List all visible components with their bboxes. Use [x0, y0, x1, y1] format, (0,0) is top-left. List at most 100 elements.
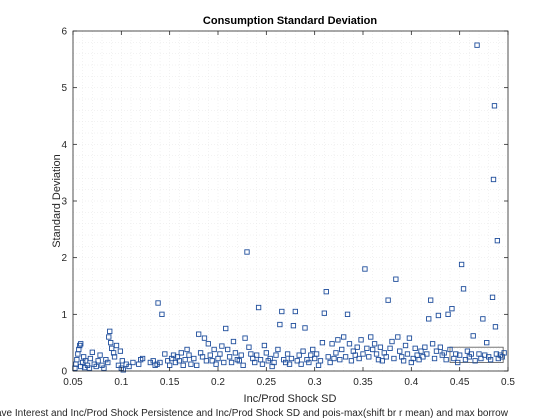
- scatter-point: [472, 358, 478, 364]
- scatter-point: [460, 286, 467, 292]
- scatter-point: [113, 342, 120, 349]
- scatter-point: [464, 348, 471, 354]
- x-tick-label: 0.1: [114, 377, 128, 388]
- scatter-point: [377, 344, 384, 350]
- data-points: [72, 42, 507, 373]
- scatter-point: [290, 323, 297, 329]
- x-tick-label: 0.15: [160, 377, 180, 388]
- scatter-point: [455, 359, 461, 366]
- scatter-point: [244, 249, 250, 255]
- scatter-point: [445, 311, 451, 317]
- scatter-point: [366, 354, 372, 360]
- scatter-point: [474, 42, 480, 48]
- x-tick-label: 0.4: [404, 377, 418, 388]
- scatter-point: [211, 346, 217, 353]
- scatter-point: [395, 334, 401, 340]
- scatter-point: [263, 350, 269, 356]
- scatter-point: [159, 311, 165, 317]
- scatter-point: [101, 365, 107, 371]
- scatter-point: [74, 357, 80, 363]
- scatter-point: [236, 358, 242, 364]
- scatter-point: [78, 341, 84, 347]
- scatter-point: [433, 348, 440, 354]
- scatter-point: [470, 333, 476, 339]
- scatter-point: [199, 354, 206, 360]
- scatter-point: [404, 351, 411, 357]
- scatter-point: [313, 351, 320, 357]
- y-tick-label: 4: [61, 140, 67, 151]
- scatter-point: [428, 297, 434, 303]
- scatter-point: [323, 289, 329, 295]
- scatter-point: [238, 352, 244, 358]
- scatter-point: [327, 359, 333, 366]
- scatter-point: [391, 355, 397, 362]
- scatter-point: [147, 359, 153, 366]
- chart-title: Consumption Standard Deviation: [203, 15, 377, 27]
- scatter-point: [319, 340, 326, 346]
- scatter-point: [424, 351, 430, 357]
- x-axis-label: Inc/Prod Shock SD: [244, 393, 337, 405]
- scatter-point: [360, 351, 366, 357]
- scatter-point: [139, 355, 146, 362]
- scatter-point: [389, 338, 395, 345]
- scatter-point: [310, 346, 316, 353]
- scatter-point: [437, 344, 443, 350]
- scatter-point: [178, 350, 184, 356]
- scatter-point: [480, 316, 486, 322]
- scatter-point: [492, 324, 499, 330]
- x-tick-label: 0.35: [353, 377, 373, 388]
- scatter-point: [331, 355, 337, 362]
- scatter-point: [97, 352, 103, 358]
- scatter-point: [358, 337, 364, 343]
- scatter-point: [93, 363, 99, 370]
- scatter-point: [356, 355, 362, 362]
- scatter-point: [261, 342, 268, 349]
- scatter-point: [325, 354, 331, 360]
- scatter-point: [77, 342, 83, 349]
- scatter-point: [226, 354, 233, 360]
- scatter-point: [443, 357, 449, 363]
- scatter-point: [203, 358, 210, 364]
- scatter-point: [457, 352, 463, 358]
- scatter-point: [242, 335, 248, 341]
- scatter-point: [230, 338, 237, 345]
- scatter-point: [352, 352, 358, 358]
- scatter-point: [491, 103, 498, 109]
- scatter-point: [490, 176, 497, 183]
- scatter-point: [184, 346, 190, 353]
- bottom-annotation: ave Interest and Inc/Prod Shock Persiste…: [0, 408, 509, 419]
- scatter-point: [354, 344, 360, 350]
- scatter-point: [387, 345, 393, 351]
- scatter-point: [89, 349, 95, 355]
- scatter-point: [246, 344, 252, 350]
- x-tick-label: 0.45: [450, 377, 470, 388]
- scatter-point: [209, 358, 215, 364]
- scatter-point: [441, 350, 447, 356]
- scatter-point: [155, 300, 161, 306]
- scatter-point: [406, 335, 413, 341]
- scatter-point: [180, 362, 186, 368]
- scatter-point: [368, 334, 374, 340]
- scatter-point: [105, 359, 111, 366]
- scatter-point: [111, 354, 118, 360]
- scatter-point: [300, 348, 306, 354]
- scatter-point: [273, 352, 279, 358]
- scatter-point: [393, 276, 399, 282]
- scatter-point: [418, 348, 424, 354]
- scatter-point: [294, 358, 300, 364]
- scatter-point: [271, 359, 277, 366]
- scatter-point: [364, 345, 370, 351]
- scatter-point: [317, 358, 324, 364]
- scatter-point: [362, 266, 368, 272]
- scatter-point: [254, 352, 260, 358]
- scatter-point: [371, 341, 378, 347]
- scatter-point: [489, 294, 496, 300]
- x-tick-label: 0.5: [501, 377, 515, 388]
- scatter-point: [373, 351, 380, 357]
- scatter-point: [119, 358, 125, 364]
- x-tick-label: 0.3: [308, 377, 322, 388]
- scatter-point: [302, 325, 308, 331]
- scatter-point: [275, 346, 281, 353]
- scatter-point: [501, 350, 507, 356]
- scatter-point: [453, 351, 459, 357]
